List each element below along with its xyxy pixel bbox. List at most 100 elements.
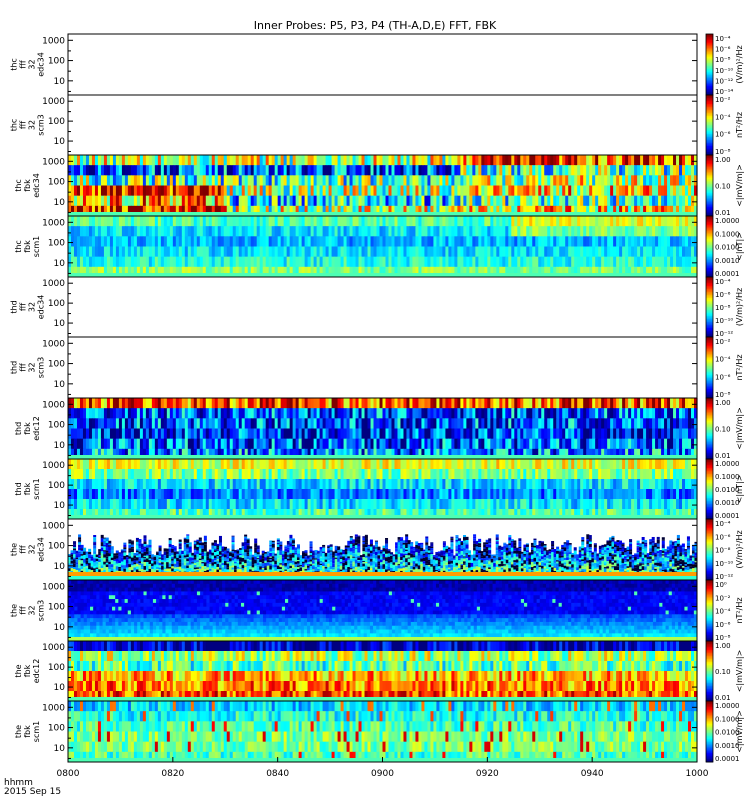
y-tick-label: 1000 [42,339,65,349]
heat-cell [178,175,183,186]
heat-cell [253,195,258,207]
heat-cell [241,165,246,176]
colorbar-segment [706,40,713,43]
heat-cell [463,226,467,237]
heat-cell [235,175,240,186]
heat-cell [184,195,189,207]
heat-cell [457,155,461,166]
heat-cell [97,155,102,166]
heat-cell [178,418,183,429]
heat-cell [109,165,114,176]
heat-cell [148,216,153,227]
colorbar-segment [706,217,713,220]
heat-cell [130,398,135,409]
heat-cell [208,205,213,217]
heat-cell [379,266,384,278]
colorbar-segment [706,126,713,129]
heat-cell [646,266,650,278]
heat-cell [445,266,449,278]
heat-cell [373,175,378,186]
heat-cell [109,205,114,217]
heat-cell [133,205,138,217]
heat-cell [214,185,219,197]
heat-cell [358,226,363,237]
heat-cell [145,175,150,186]
heat-cell [565,185,569,197]
heat-cell [247,216,252,227]
colorbar-segment [706,67,713,70]
heat-cell [493,236,497,247]
heat-cell [427,236,432,247]
heat-cell [481,246,485,258]
heat-cell [649,165,653,176]
heat-cell [166,408,171,419]
colorbar-segment [706,177,713,180]
heat-cell [529,408,533,419]
colorbar-segment [706,199,713,202]
panel-8: 101001000thdfbkscm11.00000.10000.01000.0… [14,458,744,520]
heat-cell [583,226,587,237]
heat-cell [592,418,596,429]
heat-cell [238,408,243,419]
colorbar-segment [706,59,713,62]
heat-cell [253,175,258,186]
heat-cell [637,175,641,186]
heat-cell [514,155,518,166]
heat-cell [400,226,405,237]
heat-cell [358,185,363,197]
heat-cell [640,398,644,409]
colorbar-segment [706,269,713,272]
heat-strip [68,455,697,459]
heat-cell [71,398,75,409]
heat-cell [265,266,270,278]
heat-cell [406,216,411,227]
heat-cell [124,246,129,258]
heat-cell [283,398,288,409]
heat-cell [355,236,360,247]
heat-cell [442,195,446,207]
heat-cell [694,256,698,268]
colorbar-segment [706,219,713,222]
heat-cell [694,195,698,207]
heat-cell [71,266,75,278]
heat-cell [445,205,449,217]
heat-cell [529,418,533,429]
heat-cell [397,408,402,419]
heat-cell [601,418,605,429]
heat-cell [595,398,599,409]
heat-cell [286,155,291,166]
heat-cell [163,216,168,227]
heat-cell [421,175,426,186]
heat-cell [352,216,357,227]
heat-cell [454,155,458,166]
heat-cell [598,155,602,166]
heat-cell [139,226,144,237]
heat-cell [391,155,396,166]
colorbar-segment [706,378,713,381]
heat-cell [490,205,494,217]
heat-cell [646,408,650,419]
heat-cell [292,226,297,237]
heat-cell [604,216,608,227]
colorbar-segment [706,150,713,153]
heat-cell [373,236,378,247]
heat-cell [388,236,393,247]
heat-cell [178,408,183,419]
heat-cell [244,398,249,409]
heat-cell [217,246,222,258]
colorbar-segment [706,62,713,65]
heat-cell [649,246,653,258]
heat-cell [313,185,318,197]
heat-cell [403,195,408,207]
heat-cell [307,195,312,207]
heat-cell [292,236,297,247]
colorbar-segment [706,284,713,287]
heat-cell [451,165,455,176]
heat-cell [94,398,99,409]
heat-cell [247,155,252,166]
heat-cell [172,226,177,237]
heat-cell [103,155,108,166]
heat-cell [406,418,411,429]
heat-cell [103,266,108,278]
heat-cell [68,256,72,268]
